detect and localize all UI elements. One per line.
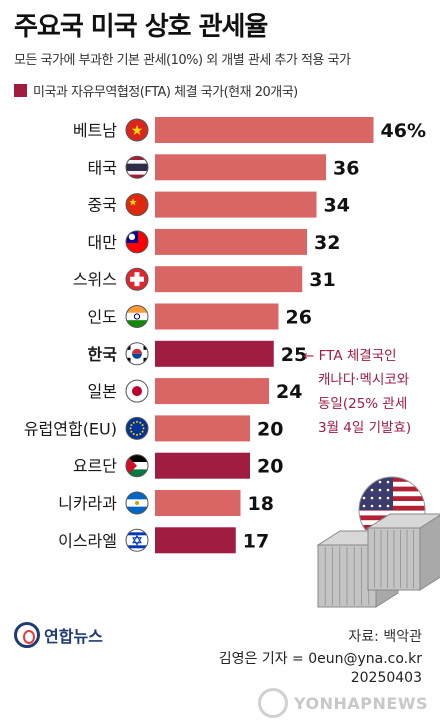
category-label: 요르단 (73, 457, 117, 476)
bar-row: 스위스 31 (73, 266, 336, 293)
value-label: 20 (257, 418, 283, 440)
bar (155, 527, 236, 554)
bar-row: 인도 26 (88, 303, 312, 330)
yonhap-logo: 연합뉴스 (14, 622, 103, 648)
israel-flag-icon (125, 528, 149, 552)
chart-title: 주요국 미국 상호 관세율 (14, 12, 268, 42)
category-label: 중국 (88, 196, 117, 215)
japan-flag-icon (125, 379, 149, 403)
bar (155, 415, 250, 442)
category-label: 니카라과 (58, 494, 117, 513)
chart-subtitle: 모든 국가에 부과한 기본 관세(10%) 외 개별 관세 추가 적용 국가 (14, 53, 351, 68)
category-label: 이스라엘 (58, 531, 117, 550)
bar (155, 340, 274, 367)
yonhap-logo-text: 연합뉴스 (44, 627, 103, 646)
shipping-container (366, 513, 440, 591)
legend: 미국과 자유무역협정(FTA) 체결 국가(현재 20개국) (14, 81, 298, 100)
china-flag-icon: ★ (125, 193, 149, 217)
bar (155, 191, 317, 218)
thailand-flag-icon (125, 155, 149, 179)
bar-row: 이스라엘 17 (58, 527, 269, 554)
value-label: 36 (333, 157, 359, 179)
india-flag-icon (125, 305, 149, 328)
category-label: 대만 (88, 233, 118, 252)
value-label: 24 (276, 381, 302, 403)
credit: 김영은 기자 = 0eun@yna.co.kr 20250403 (219, 650, 422, 688)
yonhap-logo-icon (14, 622, 40, 648)
vietnam-flag-icon: ★ (125, 118, 149, 142)
bar-row: 베트남 ★ 46% (73, 117, 426, 143)
bar-row: 요르단 20 (73, 452, 283, 479)
nicaragua-flag-icon (125, 491, 149, 515)
legend-swatch (14, 84, 27, 97)
value-label: 31 (309, 269, 335, 291)
watermark: YONHAPNEWS (258, 688, 428, 718)
korea-flag-icon (125, 342, 149, 366)
bar (155, 303, 279, 330)
source-note: 자료: 백악관 (348, 629, 422, 645)
bar (155, 490, 241, 516)
bar-row: 태국 36 (88, 154, 359, 181)
jordan-flag-icon (125, 454, 149, 478)
bar (155, 452, 250, 479)
bar (155, 228, 307, 255)
category-label: 한국 (88, 345, 118, 364)
credit-date: 20250403 (350, 670, 422, 686)
category-label: 일본 (88, 382, 117, 401)
credit-reporter: 김영은 기자 = 0eun@yna.co.kr (218, 651, 422, 667)
value-label: 20 (257, 456, 283, 478)
bar-row: 일본 24 (88, 378, 302, 405)
bar-row: 대만 32 (88, 228, 340, 255)
value-label: 26 (286, 307, 312, 329)
svg-text:★: ★ (131, 123, 144, 139)
value-label: 25 (281, 344, 307, 366)
category-label: 태국 (88, 158, 117, 177)
taiwan-flag-icon (125, 230, 149, 254)
bar-row: 한국 25 (88, 340, 307, 367)
value-label: 18 (248, 493, 274, 515)
category-label: 인도 (88, 308, 117, 327)
bar-row: 니카라과 18 (58, 490, 274, 516)
fta-annotation: ← FTA 체결국인 캐나다·멕시코와 동일(25% 관세 3월 4일 기발효) (303, 348, 411, 436)
bar-row: 중국 ★ 34 (88, 191, 350, 218)
value-label: 46% (381, 120, 426, 142)
value-label: 32 (314, 232, 340, 254)
value-label: 34 (324, 195, 350, 217)
value-label: 17 (243, 530, 269, 552)
bar-row: 유럽연합(EU) 20 (24, 415, 283, 442)
bar (155, 154, 326, 181)
bar (155, 378, 269, 405)
legend-label: 미국과 자유무역협정(FTA) 체결 국가(현재 20개국) (33, 85, 298, 100)
category-label: 유럽연합(EU) (24, 419, 117, 438)
switzerland-flag-icon (125, 267, 149, 291)
watermark-icon (258, 688, 288, 718)
bar (155, 266, 303, 293)
bar (155, 117, 374, 143)
eu-flag-icon (125, 416, 149, 440)
watermark-text: YONHAPNEWS (294, 693, 428, 713)
svg-text:★: ★ (129, 198, 138, 209)
category-label: 베트남 (73, 121, 117, 140)
us-flag-containers-illustration (316, 476, 440, 608)
category-label: 스위스 (73, 270, 117, 289)
